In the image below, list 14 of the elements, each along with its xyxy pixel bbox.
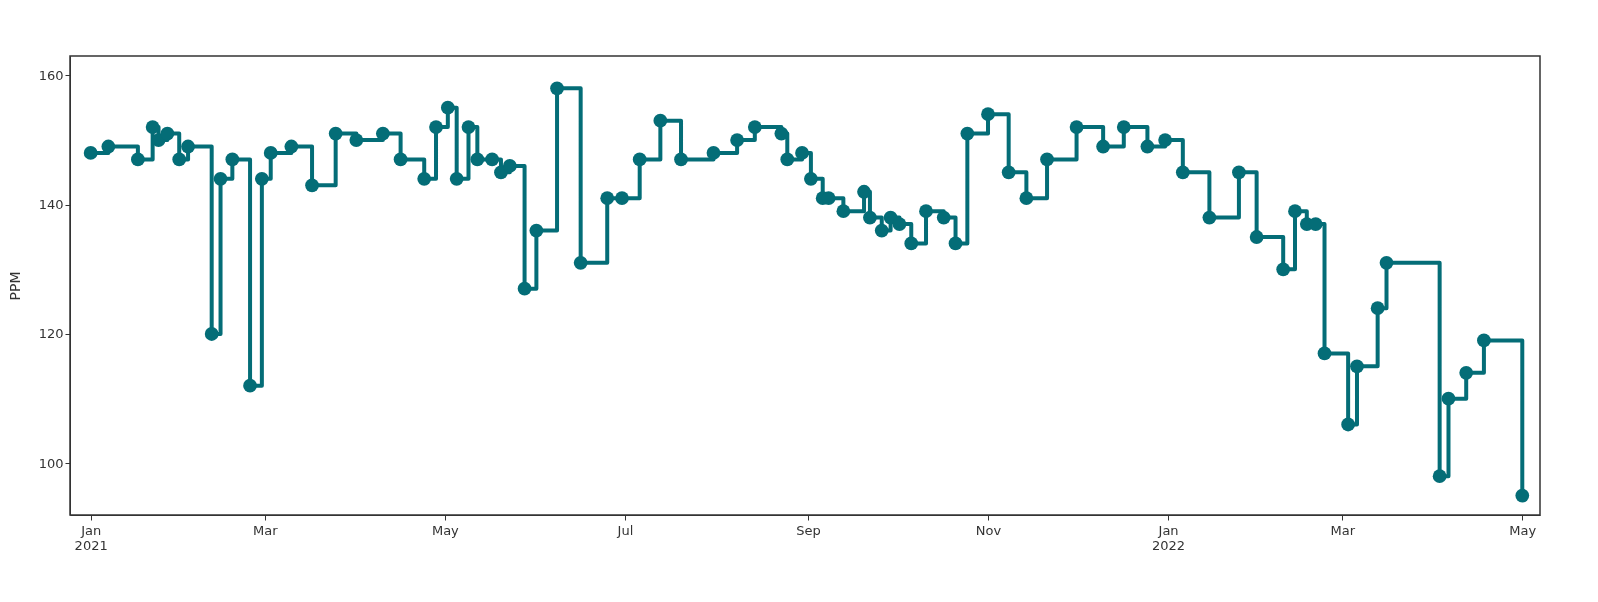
x-tick-label: May — [1509, 522, 1537, 538]
y-tick-label: 140 — [38, 197, 64, 213]
x-tick-label: May — [431, 522, 460, 538]
y-tick-label: 120 — [38, 326, 64, 342]
y-tick-label: 160 — [38, 67, 64, 83]
x-tick-label: Nov — [975, 522, 1002, 538]
y-tick-label: 100 — [38, 455, 64, 471]
x-tick-label: Jan 2022 — [1152, 522, 1186, 553]
x-tick-label: Sep — [796, 522, 821, 538]
x-tick-label: Jul — [616, 522, 634, 538]
x-tick-label: Mar — [1330, 522, 1356, 538]
y-axis-title: PPM — [6, 271, 23, 301]
x-tick-label: Mar — [253, 522, 279, 538]
x-tick-label: Jan 2021 — [74, 522, 108, 553]
